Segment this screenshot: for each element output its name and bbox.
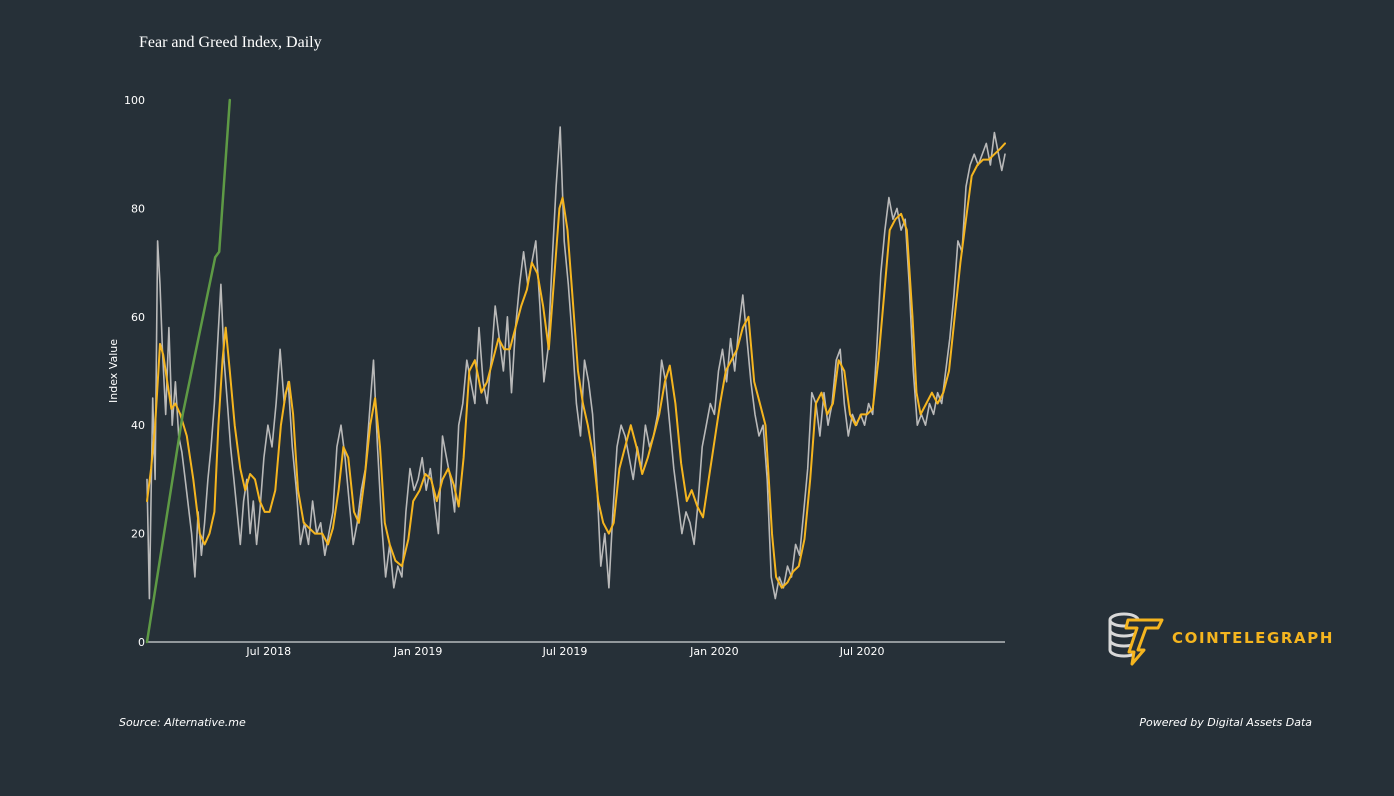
coin-stack-icon <box>1108 612 1164 666</box>
y-tick-label: 80 <box>131 202 145 215</box>
chart-title: Fear and Greed Index, Daily <box>139 34 322 51</box>
y-axis-title: Index Value <box>107 339 120 403</box>
y-tick-label: 0 <box>138 636 145 649</box>
x-tick-label: Jan 2020 <box>689 645 738 658</box>
y-tick-label: 100 <box>124 94 145 107</box>
series-layer <box>145 98 1006 644</box>
brand-logo: COINTELEGRAPH <box>1106 610 1334 666</box>
y-tick-label: 60 <box>131 311 145 324</box>
daily-series-line <box>146 126 1006 600</box>
x-tick-label: Jul 2020 <box>839 645 885 658</box>
brand-name: COINTELEGRAPH <box>1172 629 1334 647</box>
x-tick-label: Jul 2018 <box>245 645 291 658</box>
powered-by-note: Powered by Digital Assets Data <box>1139 716 1312 729</box>
y-tick-label: 40 <box>131 419 145 432</box>
cumulative-series-line <box>145 98 232 644</box>
source-note: Source: Alternative.me <box>119 716 246 729</box>
x-axis-ticks: Jul 2018 Jan 2019 Jul 2019 Jan 2020 Jul 2020 <box>245 645 884 658</box>
x-tick-label: Jan 2019 <box>393 645 442 658</box>
y-tick-label: 20 <box>131 528 145 541</box>
x-tick-label: Jul 2019 <box>542 645 588 658</box>
y-axis-ticks: 0 20 40 60 80 100 <box>124 94 145 649</box>
smoothed-series-line <box>146 142 1006 589</box>
